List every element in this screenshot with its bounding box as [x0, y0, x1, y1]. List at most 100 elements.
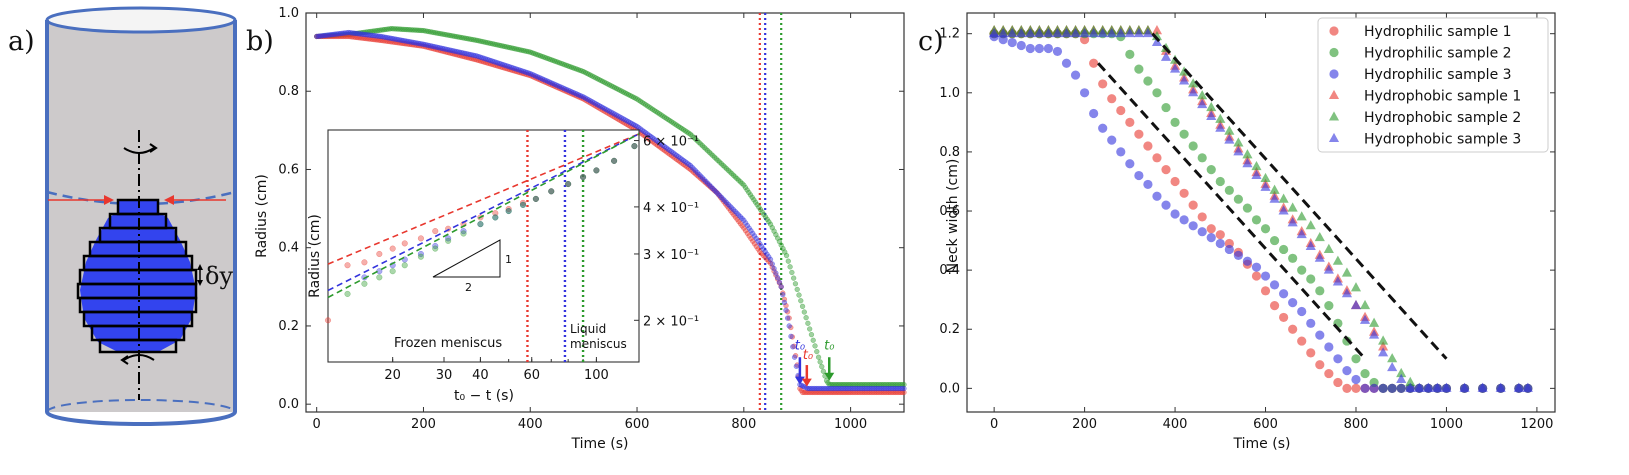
c-point [1305, 240, 1316, 250]
c-point [1296, 228, 1307, 239]
c-point [1215, 122, 1226, 132]
t0-label: t₀ [824, 338, 835, 353]
b-xtick-label: 400 [518, 417, 543, 432]
b-point [776, 279, 783, 285]
inset-ytick-label: 6 × 10⁻¹ [643, 135, 699, 150]
c-point [1359, 299, 1371, 310]
c-point [1188, 78, 1199, 88]
inset-series-blue [361, 143, 638, 281]
b-point [901, 385, 907, 392]
c-point [1124, 28, 1135, 38]
c-point [1188, 221, 1198, 231]
c-point [1188, 200, 1198, 210]
inset-series-green [344, 143, 638, 297]
c-point [1314, 231, 1325, 242]
c-point [1134, 170, 1144, 181]
c-point [1197, 90, 1208, 100]
t0-label: t₀ [803, 348, 814, 363]
b-series-blue [314, 29, 907, 392]
c-ytick-label: 0.8 [939, 145, 960, 160]
c-point [1279, 244, 1289, 255]
b-point [753, 243, 759, 250]
b-point [899, 385, 905, 392]
c-legend: Hydrophilic sample 1 Hydrophilic sample 2… [1317, 17, 1549, 153]
c-point [1341, 267, 1353, 277]
c-point [1088, 28, 1099, 38]
b-point [783, 307, 789, 313]
c-point [1441, 382, 1452, 392]
b-point [748, 228, 754, 234]
b-point [751, 233, 758, 239]
c-point [1378, 383, 1388, 393]
c-point [1432, 382, 1443, 392]
inset-point [401, 262, 408, 269]
c-point [1170, 209, 1180, 219]
c-point [1224, 134, 1235, 144]
inset-xtick-label: 40 [472, 368, 489, 383]
b-point [757, 241, 763, 247]
inset-point [505, 205, 512, 213]
c-ytick-label: 0.0 [939, 381, 960, 396]
c-fit-line [1097, 62, 1367, 360]
c-point [1396, 367, 1407, 378]
inset-point [324, 317, 332, 324]
b-point [748, 235, 754, 242]
b-point [771, 265, 777, 272]
inset-xtick-label: 30 [436, 368, 453, 383]
b-point [786, 323, 792, 329]
inset-point [460, 228, 467, 235]
c-legend-marker [1329, 26, 1339, 36]
b-point [744, 222, 751, 229]
c-point [1215, 176, 1225, 187]
neck-arrowhead-right [164, 195, 174, 205]
c-point [1215, 238, 1225, 249]
b-point [799, 303, 806, 310]
b-xtick-label: 200 [411, 417, 436, 432]
c-point [1351, 383, 1361, 393]
c-point [1134, 64, 1144, 74]
t0-arrowhead [824, 372, 835, 381]
b-point [750, 230, 756, 237]
inset-xtick-label: 60 [523, 368, 540, 383]
c-point [1115, 28, 1126, 38]
b-point [753, 235, 759, 242]
c-point [1151, 36, 1163, 47]
inset-point [532, 195, 539, 202]
c-point [1224, 244, 1234, 255]
b-point [758, 243, 765, 250]
b-point [817, 359, 823, 365]
dy-arrowhead-up [197, 264, 203, 270]
b-ytick-label: 0.6 [278, 162, 299, 177]
b-ytick-label: 1.0 [278, 6, 299, 21]
b-point [785, 258, 791, 264]
c-point [1405, 376, 1416, 386]
b-ylabel: Radius (cm) [254, 174, 270, 258]
rotation-arrowhead-top [149, 143, 158, 153]
b-point [793, 363, 799, 370]
inset-point [389, 245, 396, 252]
c-point [1251, 215, 1262, 225]
c-point [1197, 153, 1207, 163]
c-legend-label: Hydrophilic sample 3 [1364, 67, 1512, 83]
c-point [1287, 202, 1298, 212]
c-point [1016, 28, 1027, 38]
c-point [1242, 256, 1253, 266]
c-point [1125, 117, 1135, 127]
b-point [783, 252, 790, 259]
b-point [755, 238, 761, 244]
inset-ytick-label: 3 × 10⁻¹ [643, 248, 699, 263]
inset-point [580, 174, 587, 181]
c-fit-line [1151, 32, 1448, 360]
c-point [1351, 354, 1361, 364]
c-point [1242, 158, 1253, 168]
panel-c-chart: Time (s) Neck width (cm) 0 200 400 600 800 10… [939, 12, 1556, 452]
c-point [1324, 368, 1334, 379]
inset-point [492, 214, 499, 221]
c-point [1052, 46, 1063, 57]
slope-rise-label: 1 [505, 253, 512, 266]
dy-arrowhead-down [197, 280, 203, 286]
c-point [1170, 176, 1180, 187]
c-legend-label: Hydrophilic sample 2 [1364, 46, 1512, 62]
inset-fit-line [327, 133, 640, 299]
inset-ytick-label: 2 × 10⁻¹ [643, 314, 699, 329]
